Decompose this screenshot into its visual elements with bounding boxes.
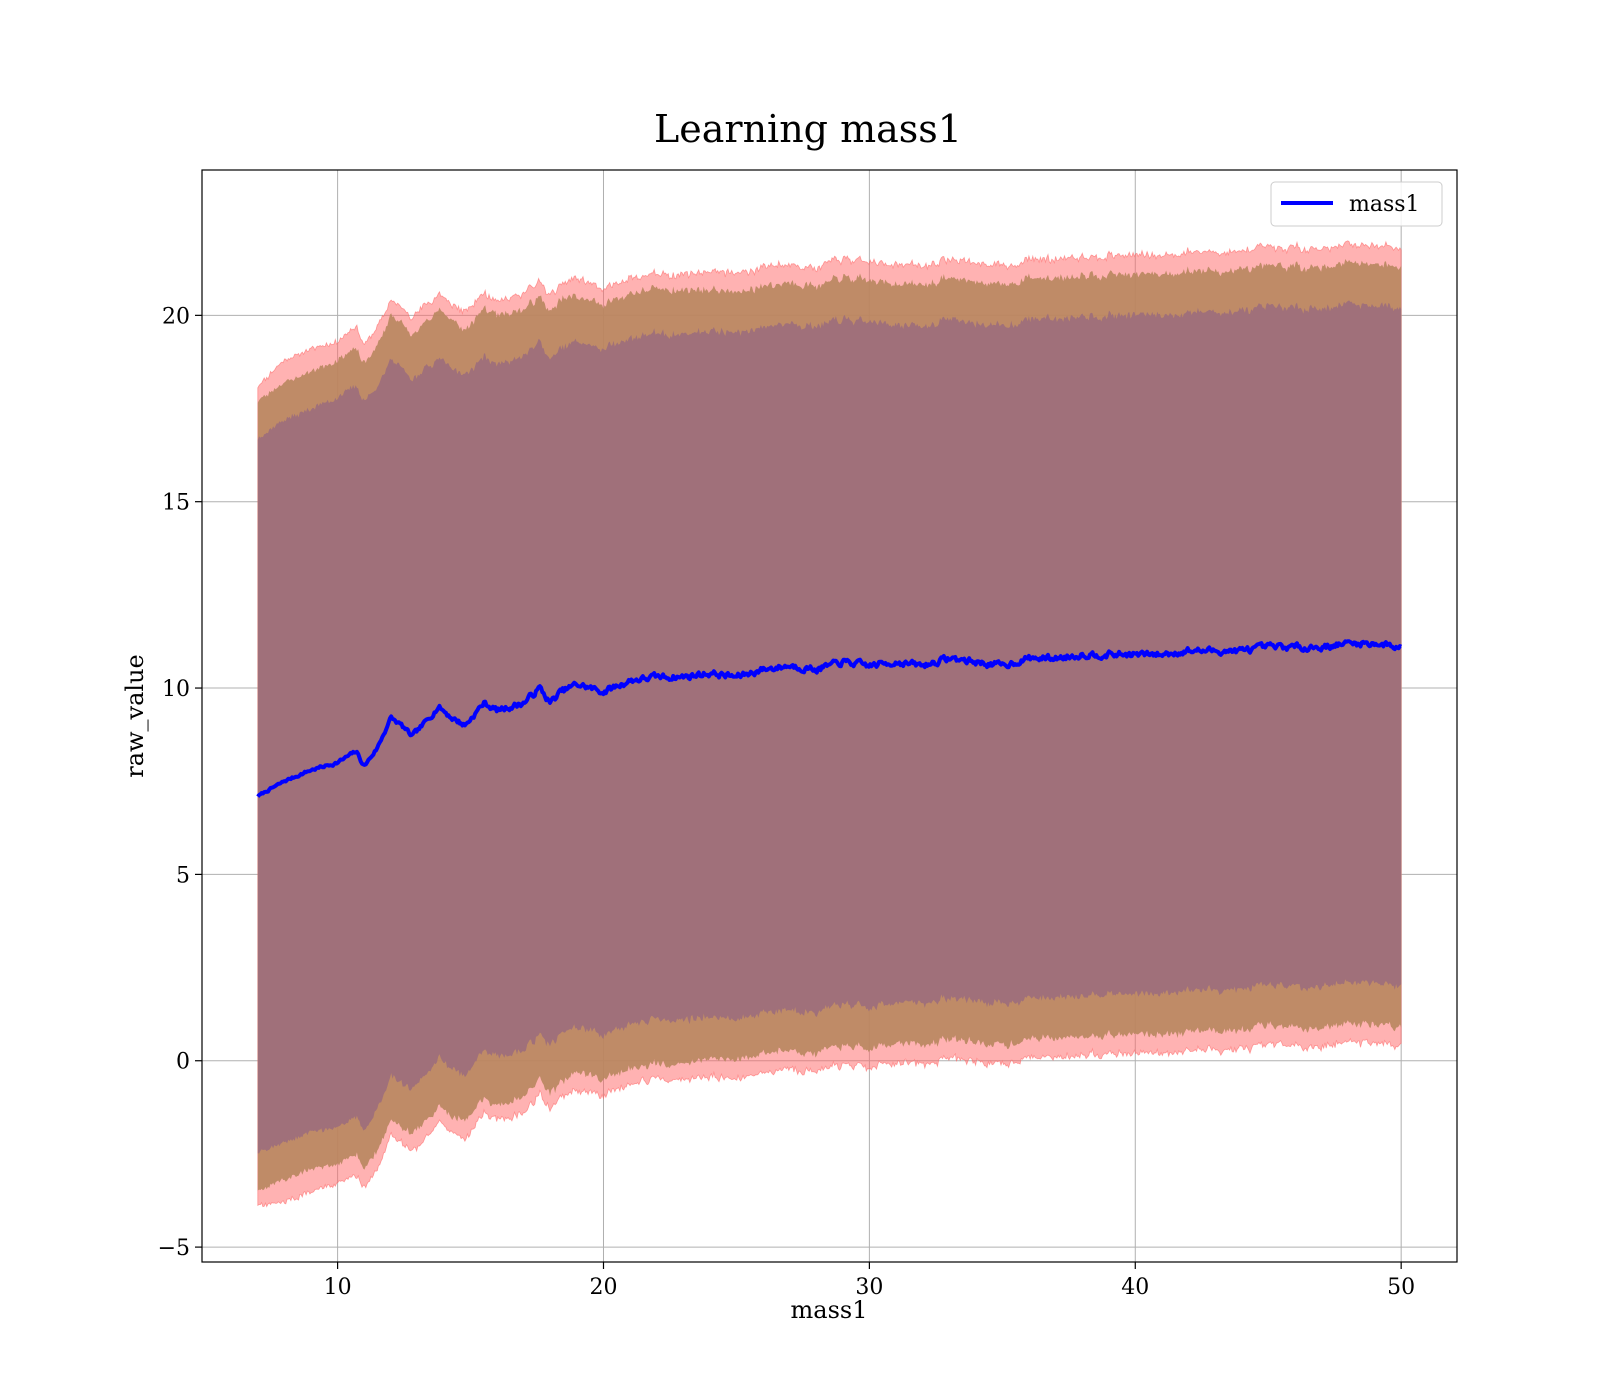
series-line-mass1 [256,639,1403,798]
x-tick-label-20: 20 [589,1275,617,1300]
y-axis-ticks: −5 0 5 10 15 20 [158,304,202,1261]
legend: mass1 [1270,181,1443,227]
legend-label-mass1: mass1 [1349,192,1420,217]
plot-area: 10 20 30 40 50 −5 0 5 10 15 20 [158,169,1458,1300]
series-lines [256,639,1403,798]
chart-title: Learning mass1 [654,107,962,151]
y-tick-label-2: 5 [176,863,190,888]
x-tick-label-40: 40 [1121,1275,1149,1300]
y-tick-label-0: −5 [158,1236,190,1261]
plot-frame [201,169,1458,1263]
y-tick-label-3: 10 [162,677,190,702]
x-axis-label: mass1 [791,1296,868,1324]
x-tick-label-10: 10 [324,1275,352,1300]
band-inner [257,300,1402,1154]
x-axis-ticks: 10 20 30 40 50 [324,1262,1415,1300]
x-tick-label-30: 30 [855,1275,883,1300]
x-tick-label-50: 50 [1387,1275,1415,1300]
uncertainty-bands [257,240,1402,1208]
y-tick-label-4: 15 [162,491,190,516]
y-tick-label-5: 20 [162,304,190,329]
y-tick-label-1: 0 [176,1050,190,1075]
y-axis-label: raw_value [121,654,149,778]
legend-box [1270,181,1443,227]
